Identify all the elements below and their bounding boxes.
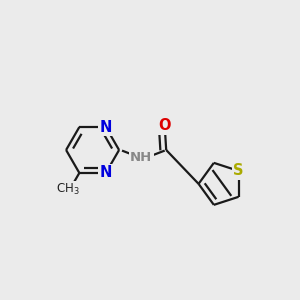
Text: N: N: [100, 120, 112, 135]
Text: NH: NH: [130, 151, 152, 164]
Text: CH$_3$: CH$_3$: [56, 182, 80, 197]
Text: N: N: [100, 165, 112, 180]
Text: S: S: [233, 164, 244, 178]
Text: O: O: [158, 118, 171, 134]
